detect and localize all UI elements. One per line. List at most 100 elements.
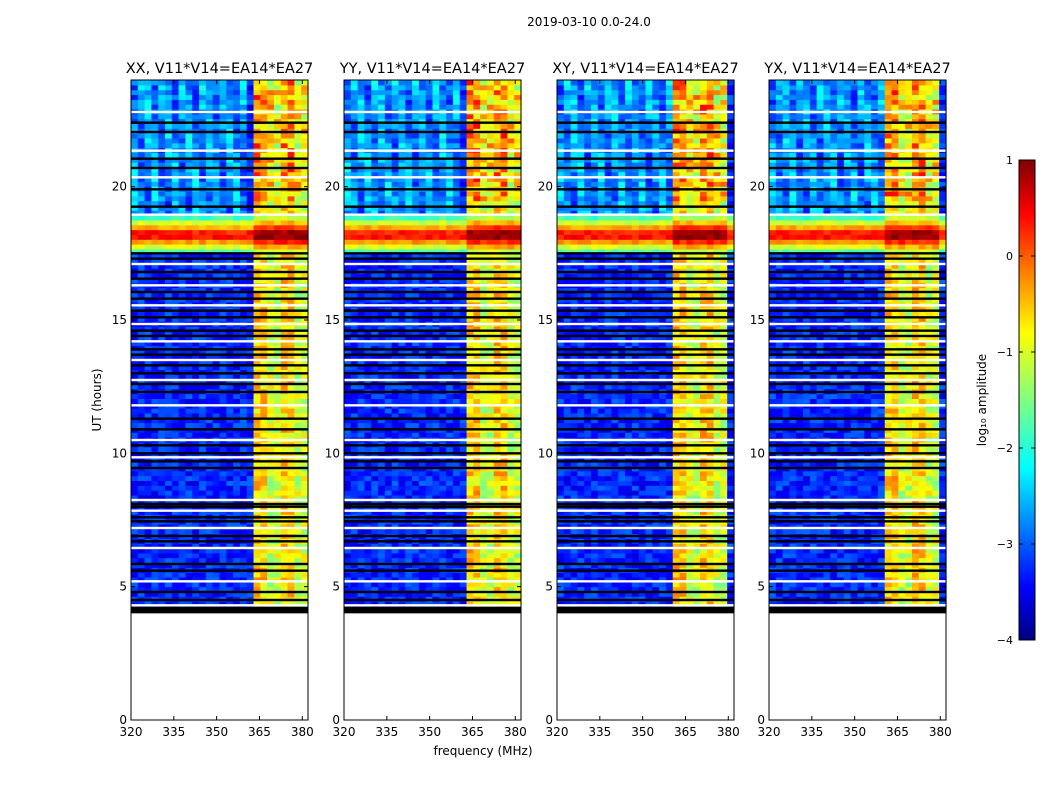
flagged-row (131, 466, 308, 470)
heatmap-cell (267, 359, 275, 366)
heatmap-cell (144, 393, 153, 399)
heatmap-cell (260, 287, 268, 293)
heatmap-cell (260, 142, 268, 149)
heatmap-cell (165, 499, 173, 506)
heatmap-cell (239, 99, 248, 105)
heatmap-cell (384, 393, 393, 399)
heatmap-cell (192, 224, 200, 231)
heatmap-cell (357, 490, 366, 496)
heatmap-cell (171, 157, 180, 163)
heatmap-cell (205, 509, 214, 515)
heatmap-cell (301, 89, 309, 96)
heatmap-cell (280, 263, 289, 269)
heatmap-cell (432, 277, 440, 284)
heatmap-cell (398, 475, 406, 482)
heatmap-cell (459, 345, 468, 351)
heatmap-cell (253, 272, 261, 279)
heatmap-cell (405, 523, 413, 530)
heatmap-cell (350, 393, 359, 399)
heatmap-cell (432, 601, 440, 607)
heatmap-cell (425, 412, 434, 419)
heatmap-cell (199, 581, 207, 588)
heatmap-cell (192, 547, 200, 554)
heatmap-cell (137, 374, 146, 380)
heatmap-cell (131, 470, 139, 477)
heatmap-cell (432, 475, 440, 482)
heatmap-cell (500, 340, 508, 346)
heatmap-cell (158, 219, 166, 226)
heatmap-cell (226, 287, 234, 293)
heatmap-cell (344, 601, 352, 607)
heatmap-cell (294, 576, 302, 583)
heatmap-cell (371, 552, 379, 559)
heatmap-cell (500, 417, 508, 424)
heatmap-cell (500, 379, 508, 385)
heatmap-cell (466, 552, 474, 559)
heatmap-cell (412, 350, 420, 356)
heatmap-cell (344, 359, 352, 366)
heatmap-cell (371, 292, 379, 298)
heatmap-cell (459, 547, 468, 554)
heatmap-cell (425, 586, 434, 592)
heatmap-cell (212, 195, 221, 202)
heatmap-cell (364, 490, 372, 496)
heatmap-cell (507, 383, 515, 390)
heatmap-cell (439, 494, 447, 501)
heatmap-cell (357, 591, 366, 597)
heatmap-cell (432, 509, 440, 515)
heatmap-cell (246, 490, 255, 496)
heatmap-cell (178, 490, 187, 496)
heatmap-cell (473, 432, 481, 438)
heatmap-cell (233, 123, 241, 129)
heatmap-cell (178, 494, 187, 501)
heatmap-cell (165, 528, 173, 535)
heatmap-cell (192, 543, 200, 549)
heatmap-cell (226, 330, 234, 337)
heatmap-cell (171, 219, 180, 226)
heatmap-cell (158, 152, 166, 158)
heatmap-cell (219, 408, 227, 414)
heatmap-cell (226, 393, 234, 399)
heatmap-cell (294, 166, 302, 173)
heatmap-cell (171, 181, 180, 187)
heatmap-cell (514, 432, 522, 438)
heatmap-cell (158, 162, 166, 168)
heatmap-cell (391, 547, 400, 554)
heatmap-cell (480, 485, 488, 491)
heatmap-cell (439, 576, 447, 583)
heatmap-cell (514, 422, 522, 428)
heatmap-cell (267, 446, 275, 453)
heatmap-cell (364, 393, 372, 399)
heatmap-cell (446, 432, 454, 438)
heatmap-cell (391, 350, 400, 356)
heatmap-cell (357, 258, 366, 264)
heatmap-cell (185, 311, 193, 317)
heatmap-cell (219, 94, 227, 100)
heatmap-cell (192, 572, 200, 578)
heatmap-cell (219, 162, 227, 168)
heatmap-cell (233, 94, 241, 100)
heatmap-cell (418, 456, 427, 462)
heatmap-cell (267, 417, 275, 424)
heatmap-cell (219, 210, 227, 216)
heatmap-cell (144, 461, 153, 467)
heatmap-cell (151, 263, 159, 269)
heatmap-cell (144, 591, 153, 597)
flagged-row (131, 121, 308, 124)
heatmap-cell (205, 234, 214, 240)
heatmap-cell (432, 576, 440, 583)
heatmap-cell (350, 528, 359, 535)
heatmap-cell (233, 190, 241, 197)
heatmap-cell (294, 316, 302, 322)
heatmap-cell (294, 195, 302, 202)
heatmap-cell (219, 311, 227, 317)
heatmap-cell (439, 364, 447, 371)
heatmap-cell (412, 306, 420, 313)
heatmap-cell (432, 292, 440, 298)
heatmap-cell (171, 316, 180, 322)
heatmap-cell (219, 345, 227, 351)
heatmap-cell (205, 340, 214, 346)
heatmap-cell (212, 490, 221, 496)
heatmap-cell (384, 470, 393, 477)
heatmap-cell (273, 417, 282, 424)
